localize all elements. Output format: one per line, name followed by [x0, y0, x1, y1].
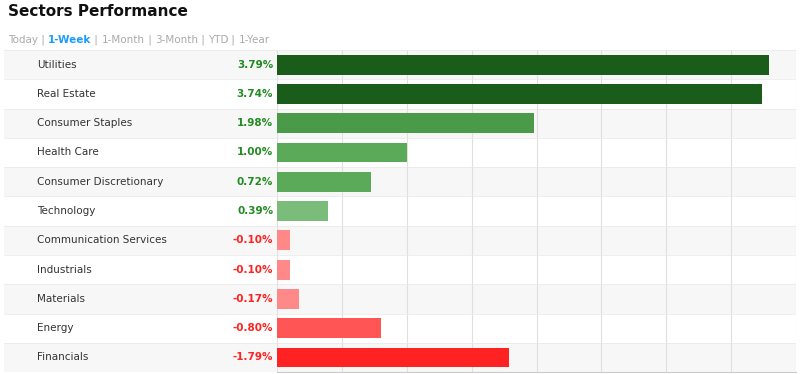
- Bar: [278, 113, 534, 133]
- Text: |: |: [38, 35, 48, 45]
- Text: 3.74%: 3.74%: [237, 89, 273, 99]
- Text: Sectors Performance: Sectors Performance: [8, 4, 188, 19]
- Bar: [4, 343, 278, 372]
- Bar: [278, 196, 796, 226]
- Text: 0.72%: 0.72%: [237, 177, 273, 187]
- Text: Industrials: Industrials: [37, 265, 91, 275]
- Bar: [278, 318, 381, 338]
- Bar: [4, 108, 278, 138]
- Bar: [278, 50, 796, 79]
- Bar: [278, 289, 299, 309]
- Bar: [278, 84, 762, 104]
- Bar: [278, 226, 796, 255]
- Bar: [278, 260, 290, 280]
- Text: -0.10%: -0.10%: [233, 235, 273, 245]
- Text: Health Care: Health Care: [37, 147, 98, 157]
- Text: |: |: [198, 35, 208, 45]
- Text: Utilities: Utilities: [37, 59, 77, 70]
- Text: Communication Services: Communication Services: [37, 235, 166, 245]
- Text: -0.17%: -0.17%: [233, 294, 273, 304]
- Text: Consumer Staples: Consumer Staples: [37, 118, 132, 128]
- Bar: [278, 230, 290, 250]
- Text: Financials: Financials: [37, 352, 88, 362]
- Bar: [4, 196, 278, 226]
- Bar: [4, 313, 278, 343]
- Bar: [278, 167, 796, 196]
- Bar: [278, 201, 328, 221]
- Bar: [278, 255, 796, 284]
- Text: YTD: YTD: [208, 35, 228, 45]
- Bar: [4, 255, 278, 284]
- Text: Materials: Materials: [37, 294, 85, 304]
- Bar: [278, 347, 510, 367]
- Text: Today: Today: [8, 35, 38, 45]
- Bar: [278, 55, 769, 74]
- Text: |: |: [145, 35, 154, 45]
- Bar: [278, 142, 407, 162]
- Text: 1-Week: 1-Week: [48, 35, 91, 45]
- Text: 3.79%: 3.79%: [237, 59, 273, 70]
- Bar: [278, 172, 370, 192]
- Bar: [278, 79, 796, 108]
- Bar: [278, 108, 796, 138]
- Text: 1.00%: 1.00%: [237, 147, 273, 157]
- Text: 1-Month: 1-Month: [102, 35, 145, 45]
- Text: Technology: Technology: [37, 206, 95, 216]
- Bar: [4, 138, 278, 167]
- Bar: [278, 343, 796, 372]
- Text: 0.39%: 0.39%: [237, 206, 273, 216]
- Text: 1.98%: 1.98%: [237, 118, 273, 128]
- Text: -0.80%: -0.80%: [233, 323, 273, 333]
- Text: 1-Year: 1-Year: [238, 35, 270, 45]
- Bar: [4, 226, 278, 255]
- Bar: [278, 284, 796, 313]
- Text: Real Estate: Real Estate: [37, 89, 95, 99]
- Bar: [4, 284, 278, 313]
- Text: |: |: [228, 35, 238, 45]
- Text: |: |: [91, 35, 102, 45]
- Bar: [4, 167, 278, 196]
- Bar: [4, 79, 278, 108]
- Text: -1.79%: -1.79%: [233, 352, 273, 362]
- Bar: [278, 138, 796, 167]
- Text: Energy: Energy: [37, 323, 74, 333]
- Bar: [4, 50, 278, 79]
- Bar: [278, 313, 796, 343]
- Text: -0.10%: -0.10%: [233, 265, 273, 275]
- Text: 3-Month: 3-Month: [154, 35, 198, 45]
- Text: Consumer Discretionary: Consumer Discretionary: [37, 177, 163, 187]
